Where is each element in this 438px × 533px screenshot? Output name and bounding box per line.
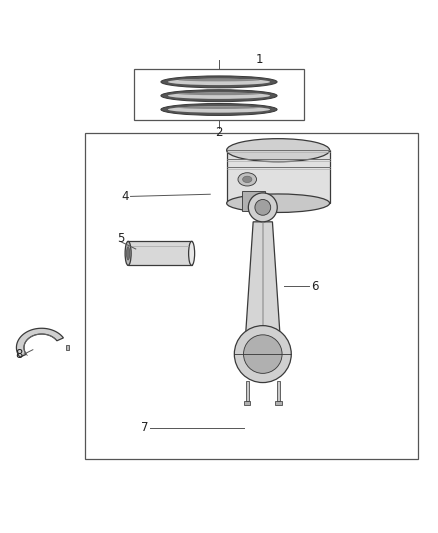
Circle shape [234,326,291,383]
Circle shape [244,335,282,374]
Bar [276,401,282,405]
Circle shape [255,199,271,215]
Ellipse shape [178,93,260,95]
Bar [227,150,330,203]
Text: 2: 2 [215,126,223,139]
Ellipse shape [178,79,260,82]
Ellipse shape [161,103,277,116]
Text: 7: 7 [141,421,148,434]
Ellipse shape [227,194,329,213]
Text: 5: 5 [117,231,124,245]
Bar [242,191,265,211]
Circle shape [248,193,277,222]
Bar [85,133,418,459]
Ellipse shape [243,176,252,182]
Bar [244,401,250,405]
Text: 1: 1 [255,53,263,66]
Ellipse shape [168,92,270,99]
Text: 8: 8 [15,348,22,361]
Text: 4: 4 [121,190,129,203]
Ellipse shape [227,139,329,162]
Ellipse shape [125,241,131,265]
Ellipse shape [127,247,130,260]
Bar [134,69,304,120]
Ellipse shape [168,106,270,112]
Ellipse shape [161,90,277,102]
Bar [277,381,280,401]
Ellipse shape [178,107,260,109]
Bar [128,241,192,265]
Ellipse shape [238,173,257,186]
Ellipse shape [168,79,270,85]
Polygon shape [17,328,64,357]
Ellipse shape [189,241,194,265]
Ellipse shape [161,76,277,88]
Bar [66,345,69,350]
Bar [246,381,249,401]
Polygon shape [245,222,280,337]
Text: 6: 6 [311,280,318,293]
